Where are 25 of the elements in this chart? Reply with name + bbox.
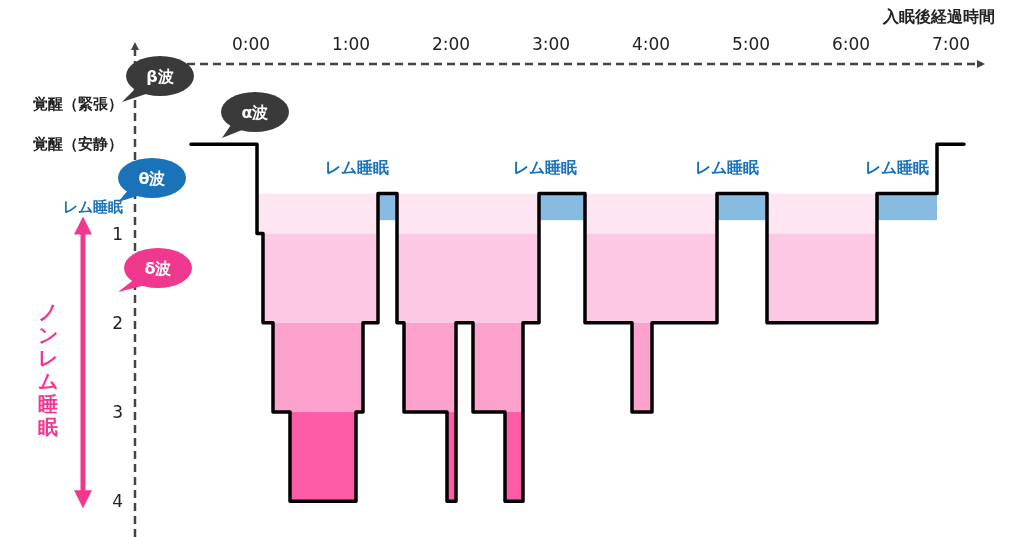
annotation: レム睡眠 [325,157,389,177]
y-axis-title: ノンレム睡眠 [38,300,58,440]
y-tick-label: レム睡眠 [63,197,123,216]
x-tick-label: 0:00 [231,34,271,54]
annotation: θ波 [138,168,166,188]
annotation: レム睡眠 [695,157,759,177]
x-tick-label: 6:00 [831,34,871,54]
x-tick-label: 2:00 [431,34,471,54]
y-tick-label: 1 [112,223,123,244]
y-tick-label: 4 [112,491,123,512]
annotation: レム睡眠 [513,157,577,177]
x-tick-label: 1:00 [331,34,371,54]
y-tick-label: 3 [112,402,123,423]
y-tick-label: 覚醒（緊張） [33,95,123,114]
annotation: β波 [146,66,174,86]
x-tick-label: 7:00 [931,34,971,54]
annotation: δ波 [144,258,172,278]
x-tick-label: 5:00 [731,34,771,54]
annotation: α波 [241,102,269,122]
x-tick-label: 3:00 [531,34,571,54]
y-tick-label: 覚醒（安静） [33,135,123,154]
x-axis-title: 入眠後経過時間 [882,7,995,26]
x-tick-label: 4:00 [631,34,671,54]
annotation: レム睡眠 [865,157,929,177]
y-tick-label: 2 [112,312,123,333]
